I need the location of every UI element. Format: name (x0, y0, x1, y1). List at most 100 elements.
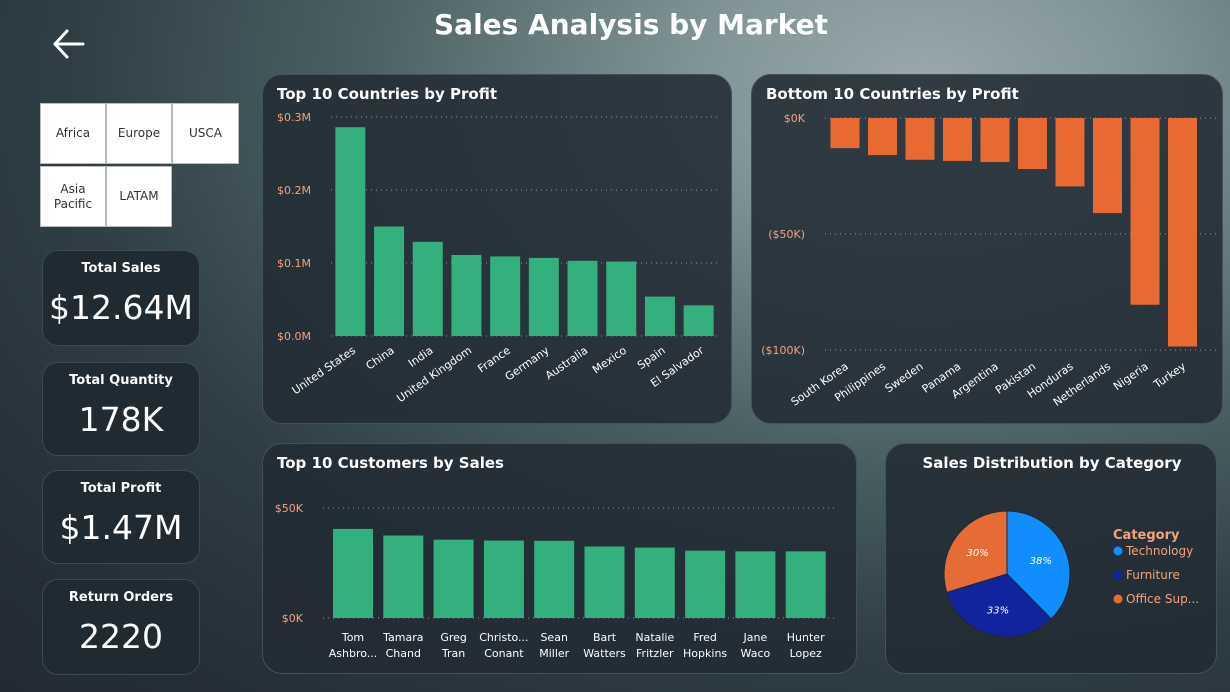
x-tick-label: China (364, 344, 397, 373)
kpi-value: 178K (78, 400, 164, 439)
kpi-value: $12.64M (49, 288, 193, 327)
pie-slice[interactable] (943, 510, 1008, 593)
pie-slice[interactable] (946, 573, 1052, 638)
back-button[interactable] (50, 26, 90, 62)
bar[interactable] (735, 551, 776, 618)
bar[interactable] (1130, 118, 1160, 305)
x-tick-label: Jane (743, 631, 768, 644)
y-tick-label: $0.0M (277, 330, 311, 343)
kpi-card-total-quantity: Total Quantity 178K (42, 362, 200, 456)
legend-title: Category (1113, 528, 1180, 543)
kpi-label: Return Orders (68, 590, 174, 605)
chart-bottom-countries-svg: $0K($50K)($100K)South KoreaPhilippinesSw… (761, 112, 1217, 409)
x-tick-label: Chand (386, 647, 421, 660)
legend-marker (1113, 546, 1123, 556)
x-tick-label: Hunter (787, 631, 825, 644)
x-tick-label: Waco (741, 647, 771, 660)
bar[interactable] (683, 305, 714, 336)
bar[interactable] (433, 539, 474, 618)
bar[interactable] (335, 127, 366, 336)
bar[interactable] (980, 118, 1010, 163)
kpi-label: Total Profit (80, 481, 162, 496)
x-tick-label: Germany (503, 344, 552, 384)
x-tick-label: Australia (543, 344, 590, 383)
kpi-value: 2220 (79, 617, 163, 656)
bar[interactable] (567, 260, 598, 336)
x-tick-label: Conant (484, 647, 524, 660)
bar[interactable] (483, 540, 524, 618)
slice-label: 38% (1030, 556, 1052, 567)
y-tick-label: ($100K) (761, 344, 805, 357)
chart-top-countries-svg: $0.0M $0.1M $0.2M $0.3M United States China In… (277, 111, 718, 405)
bar[interactable] (1168, 118, 1197, 347)
y-tick-label: $0.2M (277, 184, 311, 197)
kpi-card-total-profit: Total Profit $1.47M (42, 470, 200, 564)
x-tick-label: Mexico (590, 344, 629, 377)
bar[interactable] (634, 547, 675, 618)
bar[interactable] (606, 261, 637, 336)
bar[interactable] (905, 118, 935, 160)
x-tick-label: Sean (540, 631, 567, 644)
x-tick-label: Fred (693, 631, 717, 644)
slice-label: 33% (987, 605, 1009, 616)
y-tick-label: $0.1M (277, 257, 311, 270)
x-tick-label: Hopkins (683, 647, 727, 660)
kpi-label: Total Quantity (69, 373, 173, 388)
legend-marker (1113, 570, 1123, 580)
market-slicer: Africa Europe USCA Asia Pacific LATAM (40, 103, 240, 228)
bar[interactable] (412, 241, 443, 336)
x-tick-label: Miller (539, 647, 569, 660)
kpi-value: $1.47M (59, 508, 183, 547)
bar[interactable] (644, 296, 675, 336)
bar[interactable] (785, 551, 826, 618)
y-tick-label: $0K (784, 112, 806, 125)
slicer-option-latam[interactable]: LATAM (106, 166, 172, 227)
bar[interactable] (685, 550, 726, 618)
bar[interactable] (943, 118, 972, 161)
bar[interactable] (584, 546, 625, 619)
x-tick-label: Christo... (479, 631, 528, 644)
chart-top-customers-sales[interactable]: Top 10 Customers by Sales $0K $50K Tom Ashb… (262, 443, 857, 674)
x-tick-label: Tamara (382, 631, 423, 644)
x-tick-label: United States (290, 344, 359, 398)
bar[interactable] (528, 257, 559, 336)
bar[interactable] (1018, 118, 1047, 170)
kpi-card-return-orders: Return Orders 2220 (42, 579, 200, 675)
slicer-option-asia-pacific[interactable]: Asia Pacific (40, 166, 106, 227)
bar[interactable] (374, 226, 405, 337)
bar[interactable] (383, 535, 424, 619)
kpi-card-total-sales: Total Sales $12.64M (42, 250, 200, 346)
chart-top-countries-profit[interactable]: Top 10 Countries by Profit $0.0M $0.1M $0.… (262, 74, 732, 424)
x-tick-label: Ashbro... (329, 647, 378, 660)
chart-bottom-countries-profit[interactable]: Bottom 10 Countries by Profit $0K ($50K) (… (751, 74, 1223, 424)
x-tick-label: Turkey (1151, 360, 1189, 392)
chart-top-customers-svg: $0K $50K Tom Ashbro... Tamara Chand Greg Tran Ch… (275, 502, 838, 660)
bar[interactable] (490, 256, 521, 336)
page-title: Sales Analysis by Market (434, 8, 828, 41)
slice-label: 30% (967, 548, 989, 559)
legend-label[interactable]: Technology (1125, 544, 1193, 558)
chart-title: Top 10 Customers by Sales (277, 454, 504, 472)
legend-marker (1113, 594, 1123, 604)
slicer-option-europe[interactable]: Europe (106, 103, 172, 164)
bar[interactable] (534, 540, 575, 618)
bar[interactable] (451, 254, 482, 336)
bar[interactable] (868, 118, 897, 156)
x-tick-label: India (406, 344, 436, 370)
pie-slice[interactable] (1006, 510, 1071, 620)
slicer-option-africa[interactable]: Africa (40, 103, 106, 164)
bar[interactable] (1055, 118, 1085, 187)
x-tick-label: Tran (441, 647, 465, 660)
bar[interactable] (830, 118, 860, 149)
x-tick-label: Lopez (790, 647, 822, 660)
x-tick-label: Tom (341, 631, 364, 644)
x-tick-label: Greg (440, 631, 467, 644)
legend-label[interactable]: Office Sup... (1126, 592, 1199, 606)
legend-label[interactable]: Furniture (1126, 568, 1180, 582)
bar[interactable] (1093, 118, 1122, 214)
slicer-option-usca[interactable]: USCA (172, 103, 239, 164)
chart-sales-by-category[interactable]: Sales Distribution by Category 38% 33% 30%… (885, 443, 1217, 674)
x-tick-label: Watters (583, 647, 626, 660)
bar[interactable] (333, 528, 373, 618)
